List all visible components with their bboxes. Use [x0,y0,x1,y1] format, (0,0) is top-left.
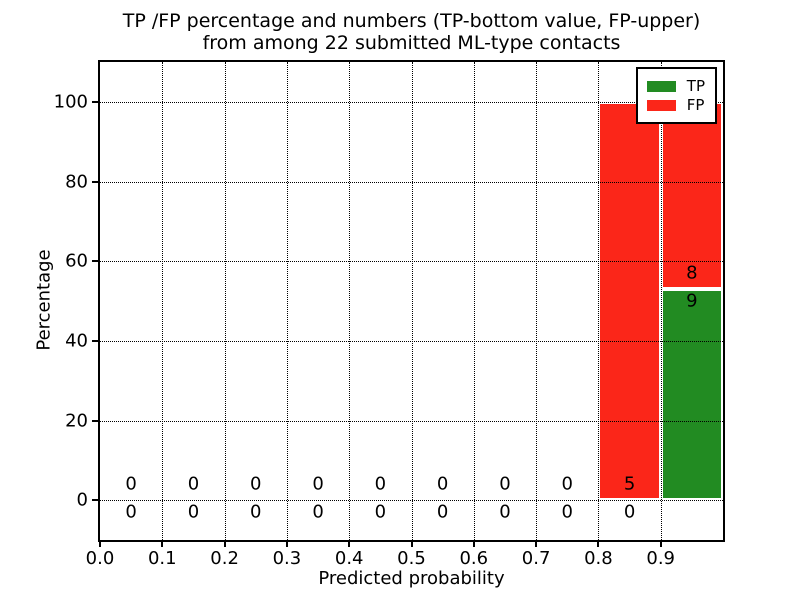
y-tick-mark [92,499,98,502]
y-tick-label: 100 [53,91,88,113]
x-gridline [286,62,288,540]
fp-count-label: 0 [374,473,387,495]
y-tick-label: 80 [65,171,88,192]
x-tick-label: 0.5 [397,548,426,569]
x-tick-mark [285,542,288,547]
x-tick-mark [659,542,662,547]
x-tick-label: 0.0 [85,548,115,569]
x-gridline [411,62,413,540]
fp-count-label: 0 [250,473,262,495]
chart-title: TP /FP percentage and numbers (TP-bottom… [98,10,725,54]
fp-count-label: 0 [436,473,449,495]
x-tick-mark [410,542,413,547]
legend-label: FP [686,96,705,114]
x-tick-label: 0.2 [210,548,239,569]
fp-count-label: 0 [187,473,200,495]
x-tick-label: 0.7 [521,548,551,569]
x-gridline [473,62,475,540]
tp-count-label: 0 [250,501,262,523]
y-tick-label: 0 [76,489,88,511]
fp-count-label: 0 [561,473,573,495]
tp-count-label: 0 [374,501,387,523]
chart-title-line2: from among 22 submitted ML-type contacts [202,32,621,54]
fp-count-label: 0 [499,473,511,495]
x-tick-label: 0.8 [584,548,613,569]
x-tick-mark [535,542,538,547]
y-tick-label: 40 [65,330,88,352]
fp-count-label: 0 [312,473,324,495]
x-gridline [598,62,600,540]
x-tick-mark [597,542,600,547]
x-gridline [660,62,662,540]
legend: TP FP [635,67,717,124]
x-tick-mark [472,542,475,547]
x-tick-label: 0.3 [272,548,302,569]
y-tick-label: 60 [65,250,88,272]
fp-count-label: 0 [125,473,137,495]
x-tick-label: 0.6 [459,548,489,569]
x-gridline [536,62,538,540]
y-tick-mark [92,419,98,422]
x-tick-mark [99,542,101,547]
plot-area: 0 0 0 0 0 0 0 0 0 0 0 0 0 0 0 0 5 0 8 9 TP FP [98,60,725,542]
x-tick-mark [348,542,351,547]
legend-row: FP [646,96,705,114]
bar-segment-tp [660,289,723,501]
tp-count-label: 0 [623,501,636,523]
tp-count-label: 0 [312,501,324,523]
bar-segment-fp [660,101,723,290]
bar-segment-fp [598,101,661,501]
fp-count-label: 8 [686,262,698,284]
x-axis-label: Predicted probability [318,568,505,589]
legend-label: TP [686,77,705,95]
x-tick-label: 0.1 [147,548,177,569]
x-tick-label: 0.4 [334,548,364,569]
y-tick-mark [92,180,98,183]
tp-count-label: 0 [125,501,137,523]
fp-count-label: 5 [623,473,636,495]
tp-count-label: 0 [187,501,200,523]
legend-swatch-fp [646,99,676,111]
x-tick-label: 0.9 [646,548,676,569]
tp-count-label: 0 [499,501,511,523]
y-axis-label: Percentage [33,249,55,351]
y-tick-mark [92,100,98,103]
tp-count-label: 9 [686,290,698,312]
y-tick-mark [92,339,98,342]
x-tick-mark [161,542,164,547]
x-tick-mark [223,542,226,547]
tp-count-label: 0 [436,501,449,523]
chart-title-line1: TP /FP percentage and numbers (TP-bottom… [122,10,701,32]
y-tick-label: 20 [65,410,88,431]
x-gridline [162,62,164,540]
x-gridline [224,62,226,540]
y-tick-mark [92,260,98,263]
x-gridline [349,62,351,540]
tp-count-label: 0 [561,501,573,523]
legend-row: TP [646,77,705,95]
legend-swatch-tp [646,80,676,92]
